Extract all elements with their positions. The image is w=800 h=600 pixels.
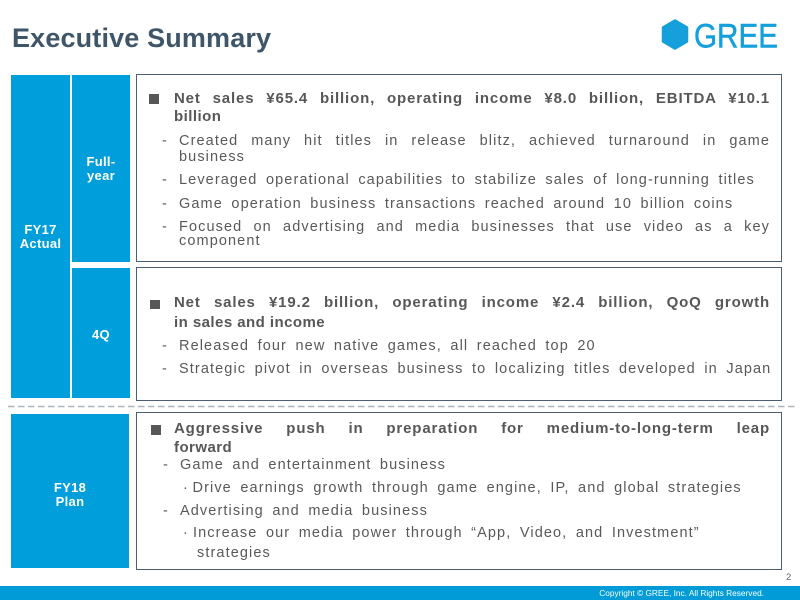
svg-text:GREE: GREE bbox=[694, 19, 778, 53]
